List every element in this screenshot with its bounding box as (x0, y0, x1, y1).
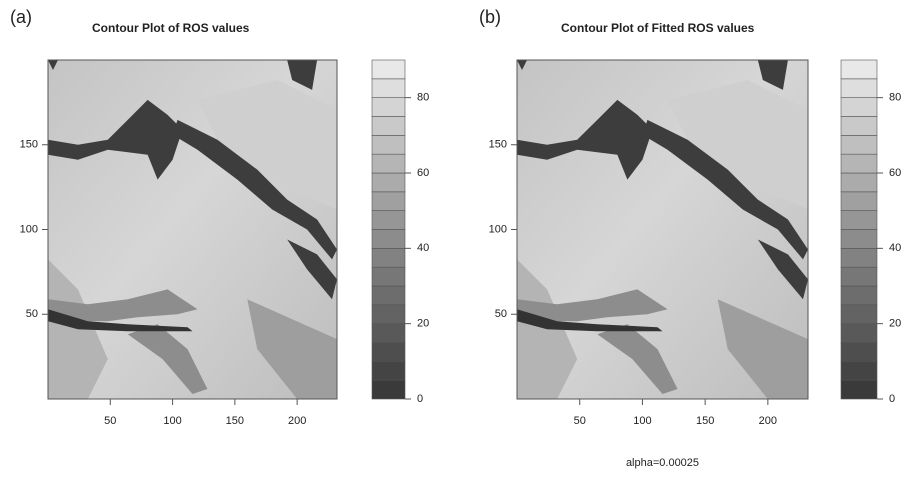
x-tick-label: 150 (696, 415, 714, 427)
colorbar-box (840, 191, 878, 211)
chart-title: Contour Plot of Fitted ROS values (561, 21, 755, 35)
colorbar-box (840, 342, 878, 362)
colorbar-box (371, 266, 406, 287)
y-tick-label: 150 (20, 139, 38, 151)
colorbar-box (840, 361, 878, 381)
colorbar-box (371, 304, 406, 324)
y-tick-label: 50 (26, 308, 38, 320)
colorbar-box (840, 78, 878, 98)
y-tick-label: 150 (489, 139, 507, 151)
colorbar-box (371, 210, 406, 230)
colorbar-tick-label: 0 (889, 393, 895, 405)
y-tick-label: 100 (20, 223, 38, 235)
colorbar-tick-label: 80 (417, 92, 429, 104)
colorbar-box (840, 210, 878, 230)
contour-image (517, 60, 808, 399)
colorbar-tick-label: 60 (417, 167, 429, 179)
colorbar-box (371, 379, 406, 400)
colorbar-box (371, 97, 406, 117)
y-tick-label: 100 (489, 223, 507, 235)
x-tick-label: 100 (163, 415, 181, 427)
colorbar-box (840, 59, 878, 80)
x-tick-label: 50 (574, 415, 586, 427)
colorbar-box (840, 116, 878, 136)
colorbar-box (840, 135, 878, 155)
contour-image (48, 60, 337, 399)
colorbar-box (371, 116, 406, 136)
colorbar-box (840, 172, 878, 193)
colorbar-box (371, 135, 406, 155)
chart-title: Contour Plot of ROS values (92, 21, 250, 35)
colorbar-box (371, 323, 406, 343)
colorbar-box (840, 229, 878, 249)
colorbar-tick-label: 0 (417, 393, 423, 405)
colorbar-box (840, 266, 878, 287)
colorbar-box (371, 229, 406, 249)
colorbar-box (840, 304, 878, 324)
colorbar-tick-label: 40 (417, 242, 429, 254)
colorbar-box (371, 342, 406, 362)
colorbar-box (371, 59, 406, 80)
colorbar-box (840, 323, 878, 343)
colorbar-box (840, 285, 878, 306)
colorbar-box (371, 153, 406, 174)
colorbar-box (371, 191, 406, 211)
colorbar-tick-label: 20 (889, 318, 901, 330)
colorbar-box (840, 97, 878, 117)
colorbar-box (371, 172, 406, 193)
panel-label: (a) (10, 7, 32, 27)
panel-label: (b) (479, 7, 501, 27)
x-tick-label: 150 (226, 415, 244, 427)
colorbar-tick-label: 80 (889, 92, 901, 104)
colorbar-tick-label: 20 (417, 318, 429, 330)
y-tick-label: 50 (495, 308, 507, 320)
colorbar-box (840, 153, 878, 174)
annotation: alpha=0.00025 (626, 457, 699, 469)
colorbar-box (840, 248, 878, 268)
x-tick-label: 100 (633, 415, 651, 427)
x-tick-label: 50 (104, 415, 116, 427)
colorbar-box (371, 285, 406, 306)
x-tick-label: 200 (288, 415, 306, 427)
colorbar-box (840, 379, 878, 400)
colorbar-tick-label: 60 (889, 167, 901, 179)
colorbar-box (371, 248, 406, 268)
colorbar-box (371, 78, 406, 98)
colorbar-box (371, 361, 406, 381)
colorbar-tick-label: 40 (889, 242, 901, 254)
x-tick-label: 200 (759, 415, 777, 427)
